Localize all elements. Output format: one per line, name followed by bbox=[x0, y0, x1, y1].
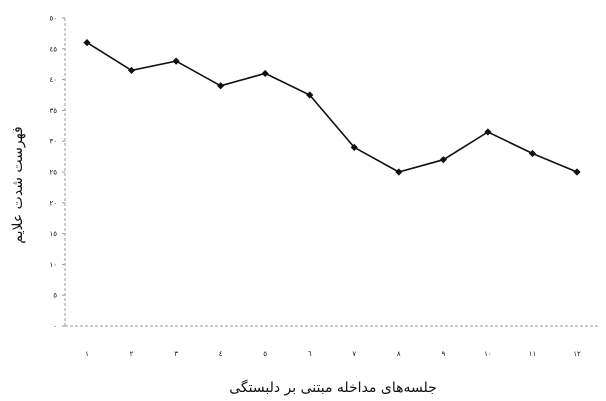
series-group bbox=[83, 39, 581, 176]
data-point bbox=[127, 66, 136, 74]
data-point bbox=[261, 69, 269, 78]
y-tick-label: ٥۰ bbox=[49, 15, 57, 23]
x-tick-label: ٥ bbox=[263, 350, 267, 358]
data-point bbox=[172, 57, 180, 65]
data-point bbox=[439, 156, 447, 164]
y-tick-label: ٥ bbox=[53, 292, 57, 300]
x-tick-label: ۲ bbox=[130, 350, 134, 358]
data-point bbox=[83, 39, 91, 47]
y-tick-label: ٤٥ bbox=[49, 45, 57, 53]
x-tick-label: ٤ bbox=[219, 350, 223, 358]
y-tick-label: ٤۰ bbox=[49, 76, 57, 84]
data-point bbox=[350, 143, 358, 151]
x-tick-label: ۱۰ bbox=[484, 350, 492, 358]
x-tick-labels: ۱ ۲ ۳ ٤ ٥ ٦ ۷ ۸ ۹ ۱۰ ۱۱ ۱۲ bbox=[85, 350, 581, 358]
data-point bbox=[306, 91, 314, 99]
x-tick-label: ۳ bbox=[174, 350, 178, 358]
data-point bbox=[217, 82, 225, 90]
y-tick-label: ۱٥ bbox=[49, 230, 57, 238]
data-point bbox=[484, 128, 492, 136]
x-tick-label: ۱۲ bbox=[573, 350, 581, 358]
x-axis-title: جلسه‌های مداخله مبتنی بر دلبستگی bbox=[229, 379, 437, 396]
x-tick-label: ٦ bbox=[308, 350, 312, 358]
x-tick-label: ۸ bbox=[397, 350, 401, 358]
y-tick-label: ۳٥ bbox=[49, 107, 57, 115]
y-tick-labels: ۰ ٥ ۱۰ ۱٥ ۲۰ ۲٥ ۳۰ ۳٥ ٤۰ ٤٥ ٥۰ bbox=[49, 15, 65, 331]
y-tick-label: ۲۰ bbox=[49, 199, 57, 207]
y-tick-label: ۱۰ bbox=[49, 261, 57, 269]
x-tick-label: ۱ bbox=[85, 350, 89, 358]
x-tick-label: ۹ bbox=[441, 350, 445, 358]
y-axis-title: فهرست شدت علایم bbox=[10, 126, 26, 243]
y-tick-label: ۳۰ bbox=[49, 138, 57, 146]
x-tick-label: ۱۱ bbox=[529, 350, 537, 358]
x-tick-label: ۷ bbox=[352, 350, 356, 358]
y-tick-label: ۰ bbox=[53, 323, 57, 331]
data-point bbox=[395, 168, 403, 176]
data-point bbox=[573, 168, 581, 176]
data-point bbox=[528, 149, 537, 158]
series-line bbox=[86, 41, 578, 173]
y-tick-label: ۲٥ bbox=[49, 169, 57, 177]
